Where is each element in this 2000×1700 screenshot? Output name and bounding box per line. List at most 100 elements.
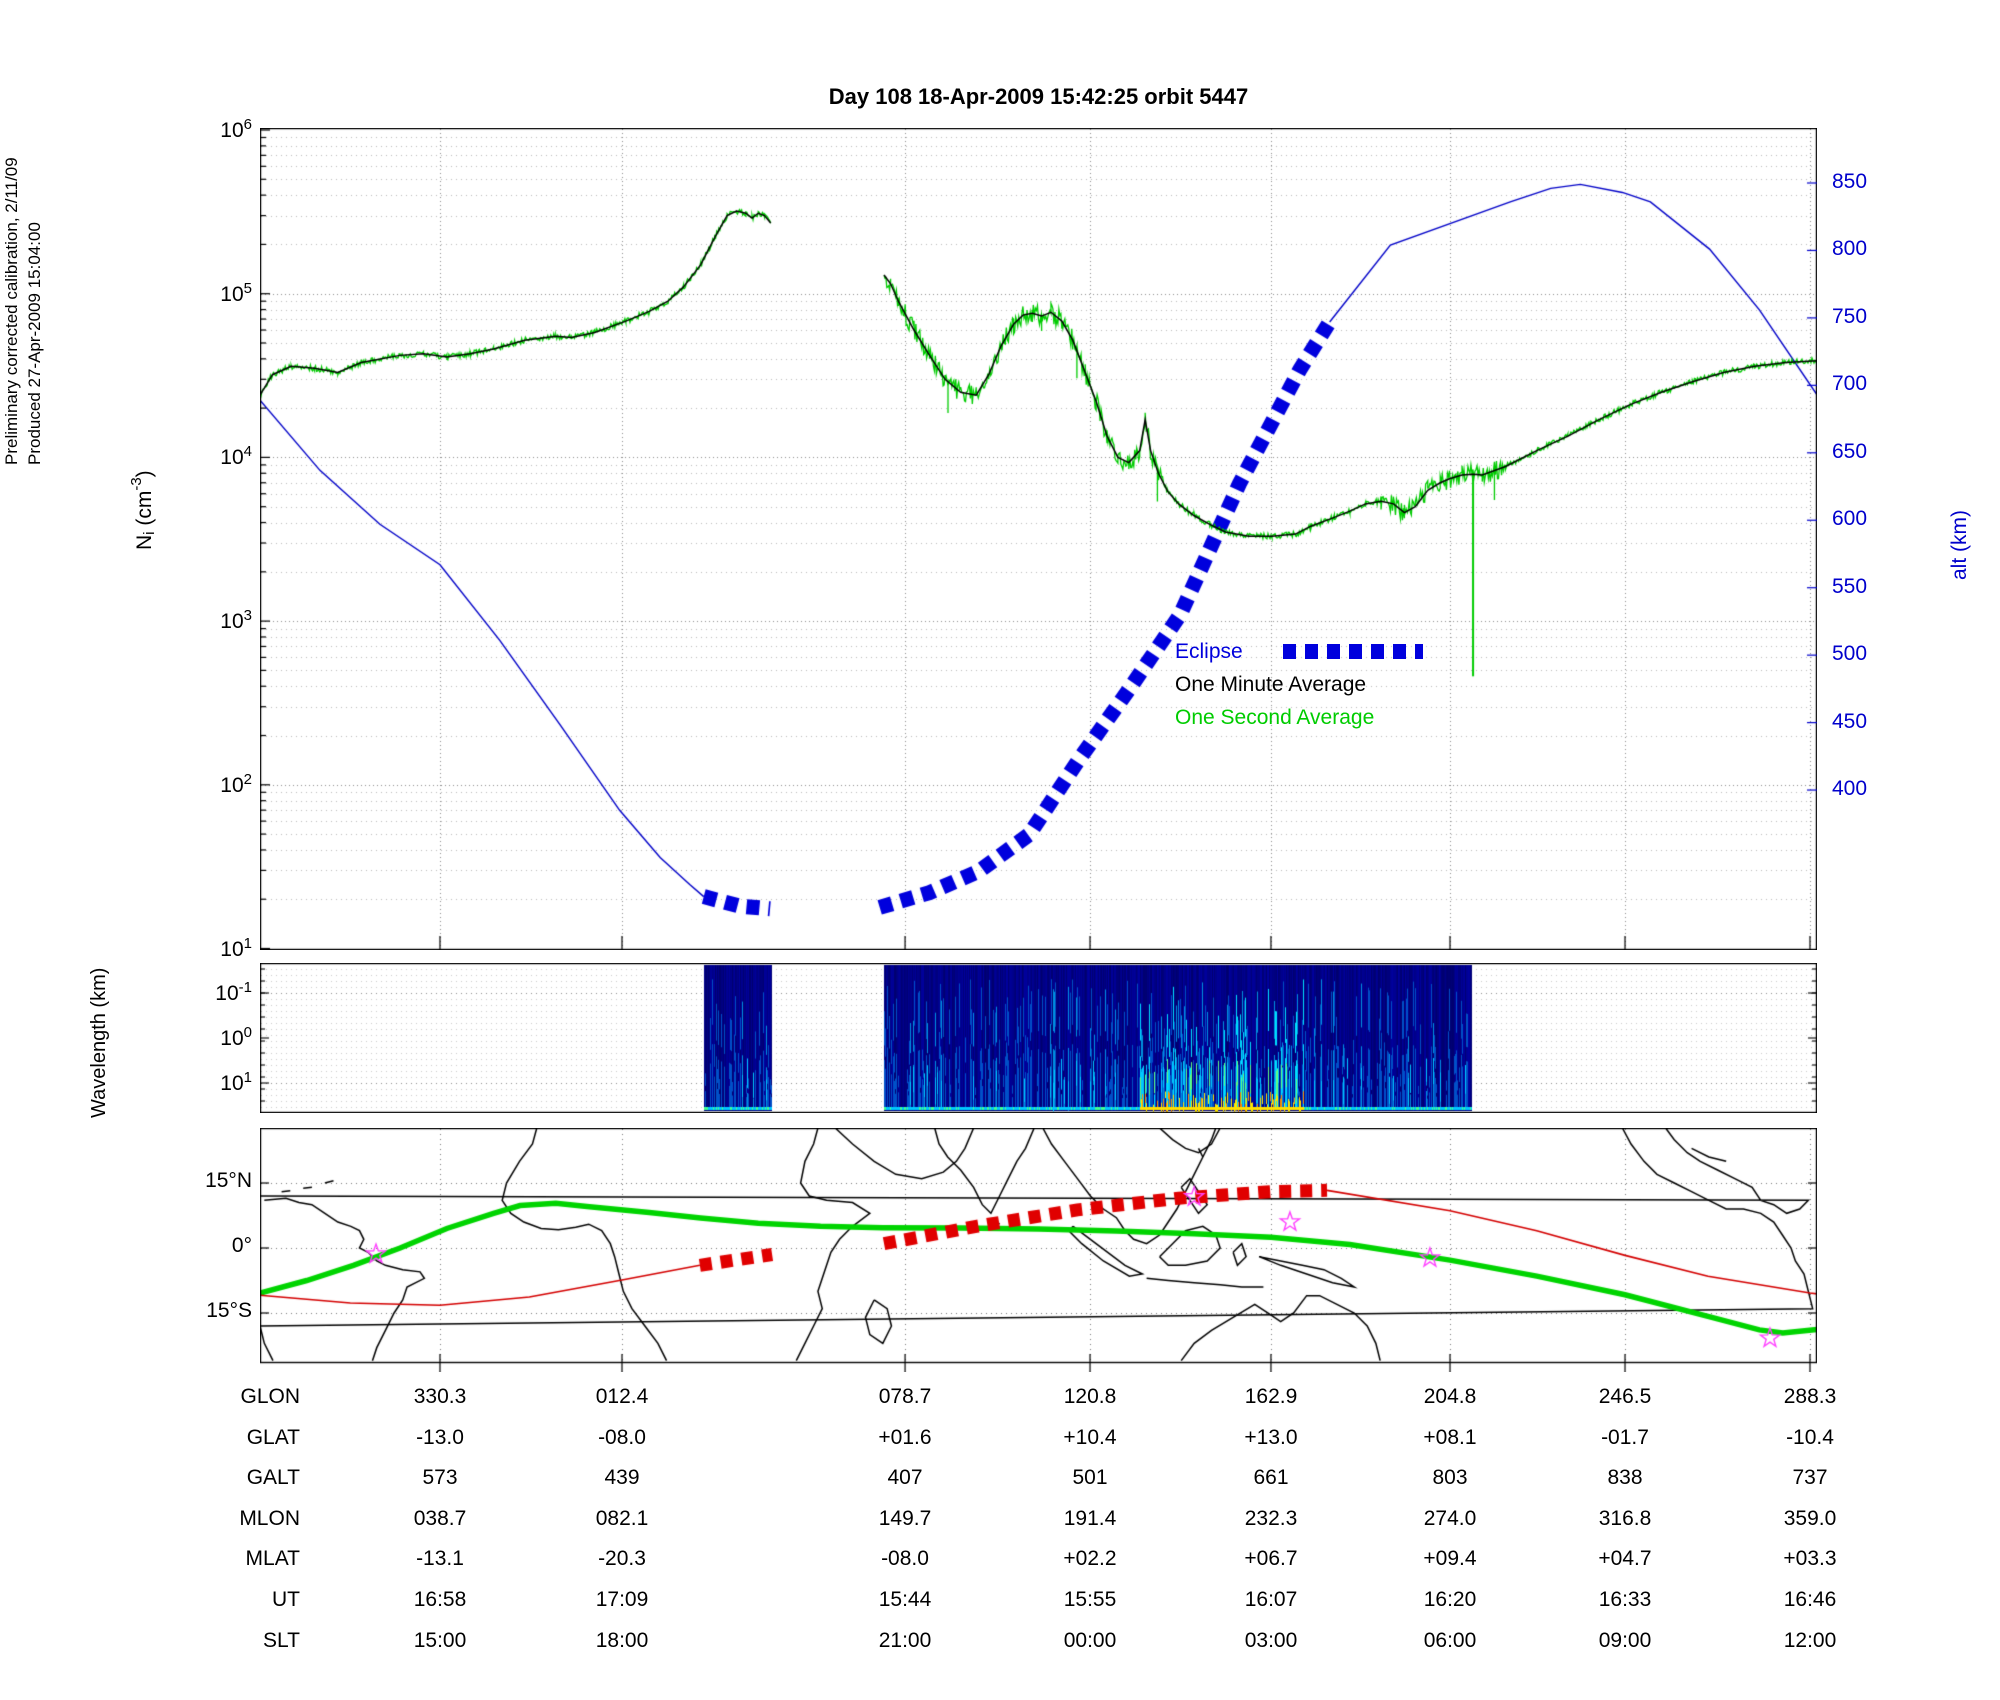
table-cell-glon-7: 288.3 (1783, 1385, 1837, 1408)
alt-ytick-800: 800 (1832, 237, 1868, 261)
table-cell-mlat-2: -08.0 (881, 1547, 929, 1571)
production-note-line2: Produced 27-Apr-2009 15:04:00 (25, 222, 44, 465)
table-row-label-mlat: MLAT (245, 1547, 300, 1571)
legend-eclipse: Eclipse (1175, 640, 1423, 664)
table-row-label-ut: UT (272, 1588, 300, 1611)
table-cell-glat-2: +01.6 (878, 1425, 932, 1449)
table-cell-ut-6: 16:33 (1598, 1588, 1652, 1611)
table-cell-slt-1: 18:00 (595, 1628, 649, 1652)
page-title: Day 108 18-Apr-2009 15:42:25 orbit 5447 (828, 84, 1249, 109)
table-cell-mlat-0: -13.1 (416, 1547, 464, 1571)
table-cell-galt-5: 803 (1432, 1466, 1468, 1490)
table-cell-slt-0: 15:00 (413, 1628, 467, 1652)
wavelength-ytick-10e-1: 10-1 (215, 979, 252, 1005)
table-cell-glon-1: 012.4 (595, 1385, 649, 1408)
table-cell-galt-2: 407 (887, 1466, 923, 1490)
wavelength-spectrogram-canvas (260, 963, 1817, 1113)
ni-ytick-10e1: 101 (220, 934, 252, 961)
map-lat-label-0: 15°N (205, 1169, 252, 1192)
table-cell-glon-5: 204.8 (1423, 1385, 1477, 1408)
table-cell-slt-3: 00:00 (1063, 1628, 1117, 1652)
alt-ytick-650: 650 (1832, 439, 1868, 463)
table-cell-ut-2: 15:44 (878, 1588, 932, 1611)
table-cell-glon-3: 120.8 (1063, 1385, 1117, 1408)
alt-ytick-700: 700 (1832, 372, 1868, 396)
table-cell-mlat-1: -20.3 (598, 1547, 646, 1571)
table-row-label-glon: GLON (240, 1385, 300, 1408)
table-cell-slt-5: 06:00 (1423, 1628, 1477, 1652)
ni-ytick-10e2: 102 (220, 770, 252, 797)
alt-ytick-850: 850 (1832, 170, 1868, 193)
production-note: Preliminary corrected calibration, 2/11/… (0, 0, 46, 465)
table-cell-glon-6: 246.5 (1598, 1385, 1652, 1408)
table-cell-mlat-4: +06.7 (1244, 1547, 1298, 1571)
table-cell-glon-4: 162.9 (1244, 1385, 1298, 1408)
ni-alt-chart-canvas (260, 128, 1817, 950)
table-cell-glat-1: -08.0 (598, 1425, 646, 1449)
eclipse-dash-marker (1283, 644, 1423, 659)
table-cell-glat-3: +10.4 (1063, 1425, 1117, 1449)
production-note-line1: Preliminary corrected calibration, 2/11/… (2, 157, 21, 465)
map-lat-label-2: 15°S (206, 1299, 252, 1322)
table-cell-galt-3: 501 (1072, 1466, 1108, 1490)
legend-one-second-average: One Second Average (1175, 706, 1375, 729)
wavelength-ytick-10e1: 101 (220, 1069, 252, 1095)
ni-ytick-10e6: 106 (220, 116, 252, 142)
table-cell-mlon-0: 038.7 (413, 1506, 467, 1530)
alt-ytick-550: 550 (1832, 574, 1868, 598)
table-cell-slt-6: 09:00 (1598, 1628, 1652, 1652)
table-cell-glat-6: -01.7 (1601, 1425, 1649, 1449)
table-cell-slt-7: 12:00 (1783, 1628, 1837, 1652)
alt-ytick-450: 450 (1832, 709, 1868, 733)
table-cell-mlat-6: +04.7 (1598, 1547, 1652, 1571)
ni-ytick-10e3: 103 (220, 607, 252, 634)
alt-ytick-750: 750 (1832, 304, 1868, 328)
table-cell-galt-7: 737 (1792, 1466, 1828, 1490)
map-lat-label-1: 0° (231, 1234, 252, 1257)
table-cell-glat-0: -13.0 (416, 1425, 464, 1449)
table-cell-mlat-5: +09.4 (1423, 1547, 1477, 1571)
table-cell-ut-3: 15:55 (1063, 1588, 1117, 1611)
table-cell-mlon-2: 149.7 (878, 1506, 932, 1530)
table-cell-mlon-5: 274.0 (1423, 1506, 1477, 1530)
table-cell-slt-4: 03:00 (1244, 1628, 1298, 1652)
table-cell-ut-0: 16:58 (413, 1588, 467, 1611)
table-cell-mlon-1: 082.1 (595, 1506, 649, 1530)
table-cell-glon-0: 330.3 (413, 1385, 467, 1408)
table-cell-glat-7: -10.4 (1786, 1425, 1834, 1449)
table-row-label-mlon: MLON (239, 1506, 300, 1530)
table-cell-galt-1: 439 (604, 1466, 640, 1490)
table-cell-ut-4: 16:07 (1244, 1588, 1298, 1611)
alt-ytick-500: 500 (1832, 642, 1868, 666)
table-cell-ut-7: 16:46 (1783, 1588, 1837, 1611)
table-cell-ut-1: 17:09 (595, 1588, 649, 1611)
wavelength-ytick-10e0: 100 (220, 1024, 252, 1050)
ground-track-map-canvas (260, 1128, 1817, 1372)
table-cell-mlon-6: 316.8 (1598, 1506, 1652, 1530)
alt-ytick-400: 400 (1832, 777, 1868, 801)
table-cell-galt-0: 573 (422, 1466, 458, 1490)
table-cell-slt-2: 21:00 (878, 1628, 932, 1652)
ni-ytick-10e4: 104 (220, 443, 252, 470)
table-cell-glat-5: +08.1 (1423, 1425, 1477, 1449)
table-cell-mlat-7: +03.3 (1783, 1547, 1837, 1571)
ni-ytick-10e5: 105 (220, 279, 252, 306)
table-cell-glat-4: +13.0 (1244, 1425, 1298, 1449)
table-cell-mlon-3: 191.4 (1063, 1506, 1117, 1530)
alt-axis-label: alt (km) (1948, 510, 1971, 580)
legend-one-minute-average: One Minute Average (1175, 673, 1367, 696)
wavelength-axis-label: Wavelength (km) (88, 967, 110, 1118)
table-cell-mlon-4: 232.3 (1244, 1506, 1298, 1530)
table-cell-galt-6: 838 (1607, 1466, 1643, 1490)
table-row-label-slt: SLT (263, 1628, 300, 1652)
table-cell-glon-2: 078.7 (878, 1385, 932, 1408)
alt-ytick-600: 600 (1832, 507, 1868, 531)
table-cell-mlon-7: 359.0 (1783, 1506, 1837, 1530)
table-cell-mlat-3: +02.2 (1063, 1547, 1117, 1571)
table-cell-ut-5: 16:20 (1423, 1588, 1477, 1611)
table-row-label-glat: GLAT (246, 1425, 300, 1449)
table-row-label-galt: GALT (246, 1466, 300, 1490)
table-cell-galt-4: 661 (1253, 1466, 1289, 1490)
ni-axis-label: Ni (cm-3) (128, 470, 159, 550)
